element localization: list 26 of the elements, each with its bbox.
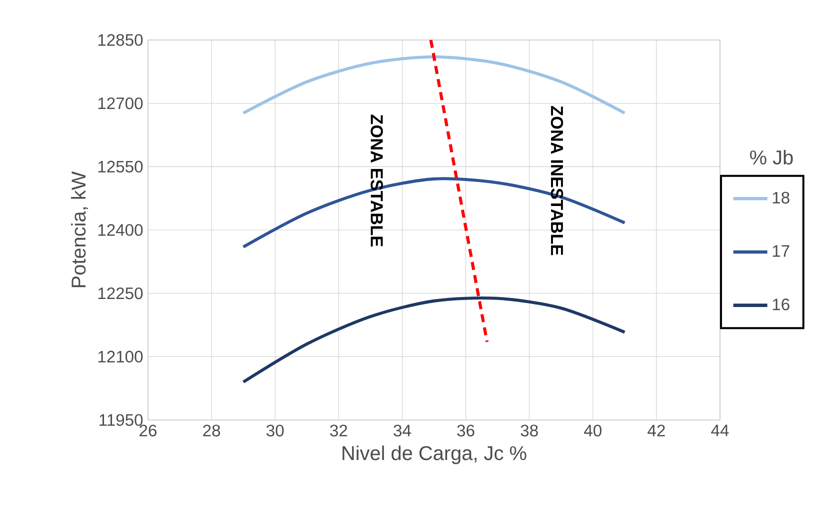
legend-title: % Jb xyxy=(750,150,793,165)
x-tick-label: 32 xyxy=(330,424,348,436)
y-tick-label: 12400 xyxy=(98,224,143,236)
line-series xyxy=(242,296,626,384)
x-tick-label: 42 xyxy=(648,424,665,436)
x-tick-label: 26 xyxy=(140,424,156,436)
annotation: ZONA ESTABLE xyxy=(370,114,383,246)
y-axis-title: Potencia, kW xyxy=(71,171,88,288)
x-tick-label: 38 xyxy=(520,424,538,436)
y-tick-label: 12100 xyxy=(98,350,143,363)
x-tick-label: 40 xyxy=(584,424,602,436)
y-tick-label: 12250 xyxy=(98,287,143,300)
legend-label: 18 xyxy=(772,192,790,204)
y-tick-label: 12700 xyxy=(98,97,143,110)
legend-label: 16 xyxy=(772,298,790,310)
x-tick-label: 34 xyxy=(394,424,411,436)
y-tick-label: 12550 xyxy=(98,160,143,173)
annotation: ZONA INESTABLE xyxy=(550,106,564,256)
x-tick-label: 36 xyxy=(457,424,474,436)
legend-label: 17 xyxy=(772,245,790,257)
x-axis-title: Nivel de Carga, Jc % xyxy=(342,446,526,464)
x-tick-label: 30 xyxy=(266,424,284,436)
x-tick-label: 44 xyxy=(711,424,729,436)
y-tick-label: 11950 xyxy=(100,414,143,426)
x-tick-label: 28 xyxy=(203,424,220,436)
y-tick-label: 12850 xyxy=(98,34,143,46)
